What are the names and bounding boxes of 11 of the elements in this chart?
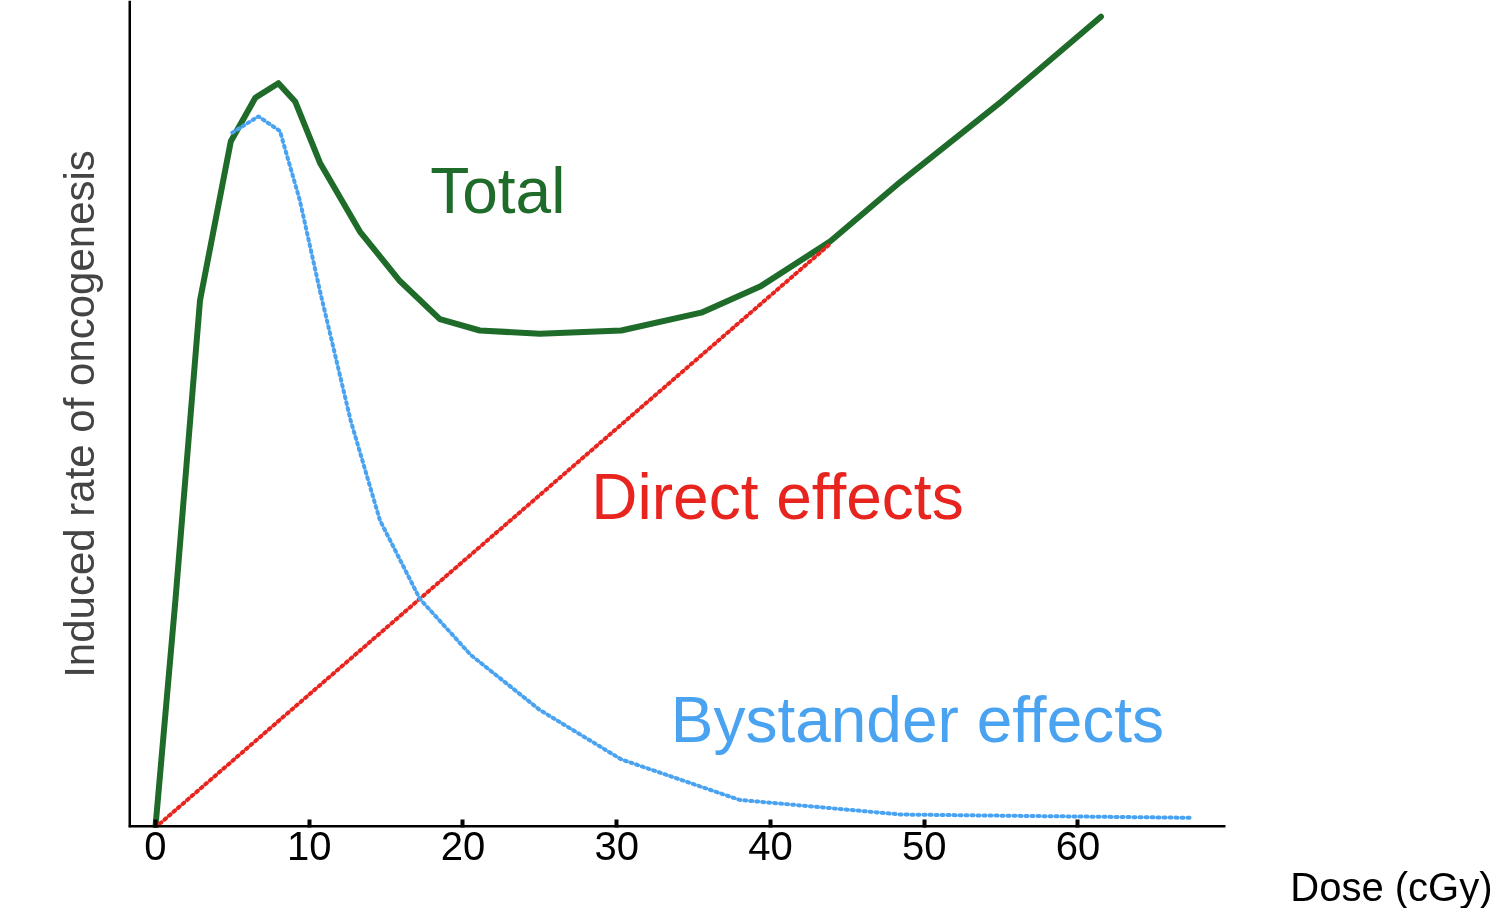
series-label: Total [430, 154, 566, 227]
series-label: Direct effects [591, 460, 964, 533]
x-tick-label: 40 [748, 823, 793, 868]
x-tick-label: 60 [1055, 823, 1101, 868]
x-tick-label: 20 [440, 823, 486, 868]
x-tick-label: 10 [286, 823, 332, 868]
x-tick-label: 0 [144, 823, 167, 868]
x-tick-label: 50 [901, 823, 947, 868]
y-axis-title: Induced rate of oncogenesis [55, 150, 103, 678]
x-tick-label: 30 [594, 823, 639, 868]
series-label: Bystander effects [670, 683, 1165, 756]
